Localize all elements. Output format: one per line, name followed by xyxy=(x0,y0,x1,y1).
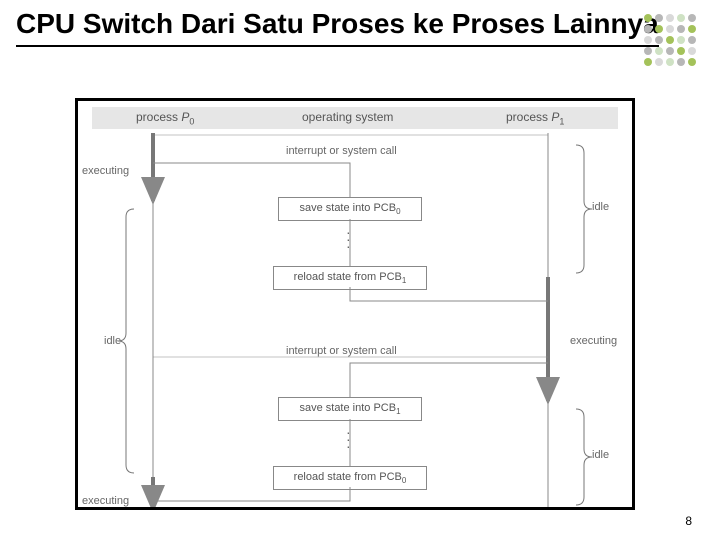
context-switch-diagram: process P0 operating system process P1 i… xyxy=(75,98,635,510)
decoration-dots xyxy=(642,12,702,72)
page-number: 8 xyxy=(685,514,692,528)
slide-title: CPU Switch Dari Satu Proses ke Proses La… xyxy=(16,6,659,47)
diagram-lines xyxy=(78,101,632,507)
